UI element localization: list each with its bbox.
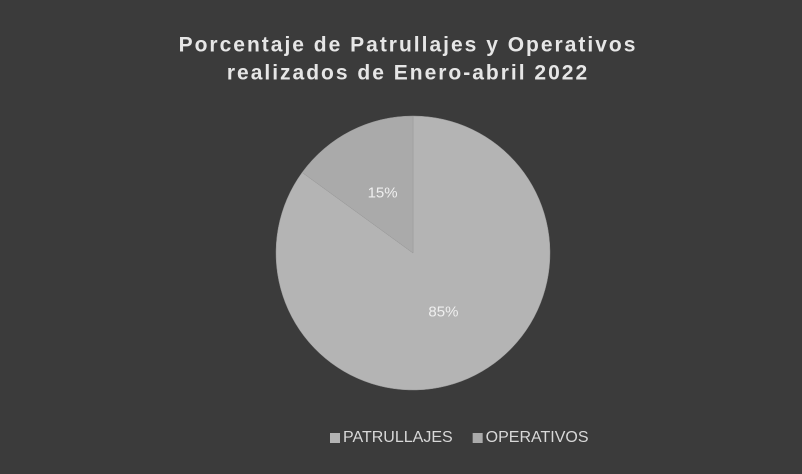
pie-slice [301, 115, 414, 254]
chart-title: Porcentaje de Patrullajes y Operativos [179, 34, 638, 57]
data-label: 85% [428, 304, 458, 321]
legend-label: OPERATIVOS [486, 429, 589, 446]
legend-swatch [330, 433, 340, 443]
legend-label: PATRULLAJES [343, 429, 453, 446]
data-label: 15% [368, 184, 398, 201]
legend-swatch [472, 433, 483, 443]
chart-title: realizados de Enero-abril 2022 [227, 62, 589, 85]
